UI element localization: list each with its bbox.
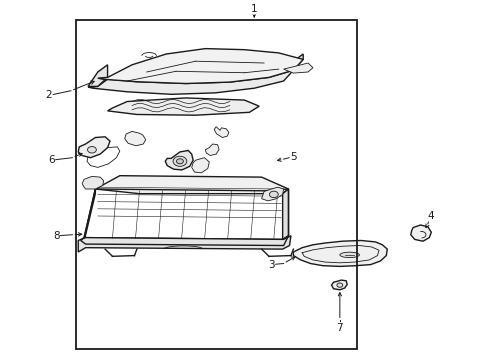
- Text: 6: 6: [48, 155, 55, 165]
- Ellipse shape: [336, 283, 342, 287]
- Ellipse shape: [269, 191, 278, 198]
- Text: 3: 3: [267, 260, 274, 270]
- Polygon shape: [191, 158, 209, 173]
- Polygon shape: [78, 137, 110, 158]
- Polygon shape: [283, 63, 312, 73]
- Polygon shape: [261, 187, 283, 201]
- Polygon shape: [165, 150, 193, 170]
- Polygon shape: [283, 54, 303, 70]
- Polygon shape: [282, 189, 288, 239]
- Polygon shape: [293, 240, 386, 266]
- Ellipse shape: [176, 159, 183, 164]
- Polygon shape: [88, 65, 107, 86]
- Polygon shape: [84, 189, 95, 241]
- Polygon shape: [331, 280, 346, 290]
- Polygon shape: [95, 176, 288, 194]
- Text: 1: 1: [250, 4, 257, 14]
- Polygon shape: [124, 131, 145, 146]
- Polygon shape: [81, 236, 288, 246]
- Polygon shape: [88, 70, 293, 94]
- Polygon shape: [82, 176, 103, 189]
- Text: 2: 2: [45, 90, 52, 100]
- Polygon shape: [78, 236, 290, 252]
- Polygon shape: [214, 127, 228, 138]
- Ellipse shape: [87, 147, 96, 153]
- Ellipse shape: [339, 252, 359, 258]
- Polygon shape: [205, 144, 219, 156]
- Bar: [76, 20, 356, 349]
- Ellipse shape: [173, 156, 186, 166]
- Text: 4: 4: [426, 211, 433, 221]
- Text: 7: 7: [336, 323, 343, 333]
- Polygon shape: [98, 49, 303, 84]
- Text: 8: 8: [53, 231, 60, 241]
- Polygon shape: [410, 225, 430, 241]
- Polygon shape: [107, 98, 259, 115]
- Text: 5: 5: [289, 152, 296, 162]
